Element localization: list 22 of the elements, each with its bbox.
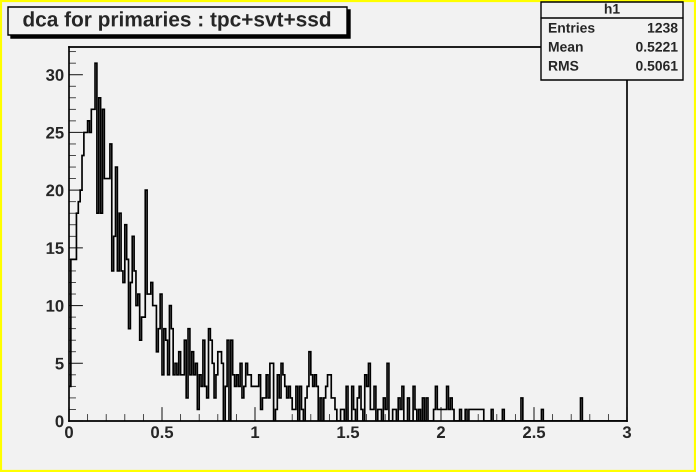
text: 1238 [648,22,678,33]
text: Entries [548,22,595,33]
x-tick-label: 2 [436,426,445,438]
y-tick-label: 10 [46,300,64,312]
text: 0.5221 [636,42,678,52]
y-tick-label: 20 [46,184,64,196]
y-tick-label: 0 [56,415,64,428]
y-tick-label: 30 [46,69,64,81]
x-tick-label: 1.5 [337,426,360,438]
text: h1 [604,4,620,14]
x-tick-label: 1 [251,426,260,438]
x-tick-label: 0.5 [151,426,174,438]
chart-title: dca for primaries : tpc+svt+ssd [23,11,330,31]
y-tick-label: 25 [46,126,64,139]
x-tick-label: 0 [65,426,73,438]
annotation: RMS [548,60,578,71]
x-tick-label: 3 [622,426,632,438]
y-tick-label: 5 [55,358,64,370]
x-tick-label: 2.5 [522,426,546,438]
y-tick-label: 15 [46,242,64,254]
annotation: Mean [548,42,583,52]
text: 0.5061 [636,60,678,71]
